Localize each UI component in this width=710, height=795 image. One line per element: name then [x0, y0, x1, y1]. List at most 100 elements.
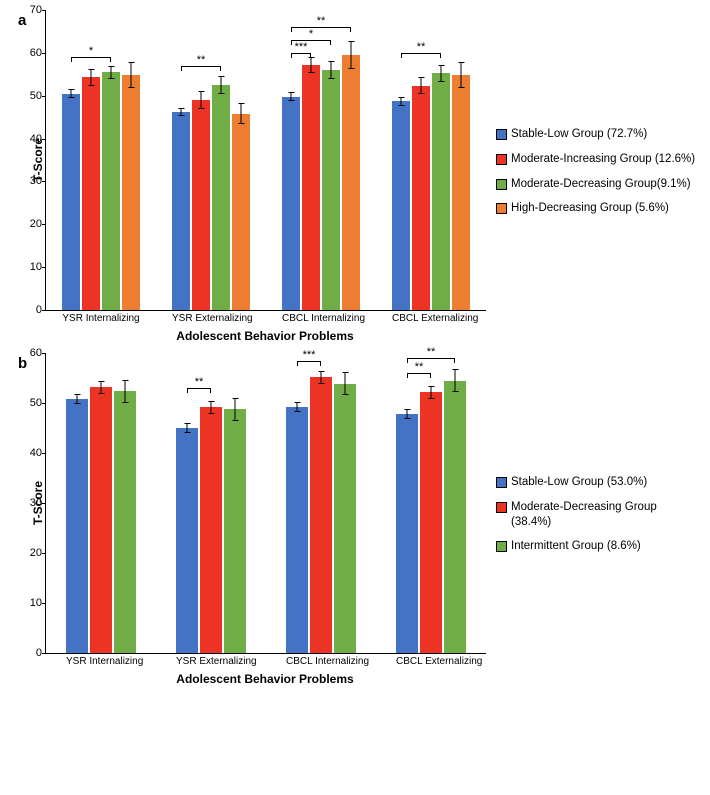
bar-wrap: [102, 10, 120, 310]
x-axis-label: Adolescent Behavior Problems: [45, 672, 485, 686]
bar: [192, 100, 210, 310]
ytick-mark: [42, 503, 46, 504]
error-bar: [77, 394, 78, 404]
error-bar: [221, 76, 222, 93]
legend-label: Stable-Low Group (53.0%): [511, 475, 647, 490]
category-label: CBCL Internalizing: [282, 310, 360, 324]
error-bar: [91, 69, 92, 86]
bar-group: CBCL Externalizing: [396, 353, 466, 653]
bar-wrap: [224, 353, 246, 653]
significance-label: *: [89, 45, 93, 57]
bar-wrap: [122, 10, 140, 310]
bar-wrap: [322, 10, 340, 310]
bar: [310, 377, 332, 653]
bar: [90, 387, 112, 653]
legend-swatch: [496, 129, 507, 140]
category-label: CBCL Externalizing: [392, 310, 470, 324]
error-bar: [125, 380, 126, 403]
ytick-mark: [42, 553, 46, 554]
bar: [62, 94, 80, 310]
legend-item: Stable-Low Group (72.7%): [496, 127, 696, 142]
significance-label: **: [417, 41, 426, 53]
legend-swatch: [496, 154, 507, 165]
legend-item: High-Decreasing Group (5.6%): [496, 201, 696, 216]
legend: Stable-Low Group (72.7%) Moderate-Increas…: [486, 127, 696, 227]
bar-group: YSR Externalizing: [176, 353, 246, 653]
significance-label: **: [427, 346, 436, 358]
error-bar: [235, 398, 236, 421]
error-bar: [441, 65, 442, 82]
bar: [444, 381, 466, 654]
bar: [66, 399, 88, 653]
error-bar: [241, 103, 242, 124]
significance-bracket: [181, 66, 221, 71]
error-bar: [291, 92, 292, 101]
panel-label: a: [18, 12, 26, 29]
chart-panel: bT-Score0102030405060YSR InternalizingYS…: [10, 353, 700, 686]
significance-bracket: [297, 361, 321, 366]
error-bar: [421, 77, 422, 94]
significance-label: ***: [303, 349, 316, 361]
bar: [172, 112, 190, 310]
bar: [176, 428, 198, 653]
bar-wrap: [452, 10, 470, 310]
legend-swatch: [496, 502, 507, 513]
bar-group: YSR Externalizing: [172, 10, 250, 310]
error-bar: [431, 386, 432, 399]
significance-bracket: [407, 373, 431, 378]
legend-label: Moderate-Decreasing Group (38.4%): [511, 500, 696, 530]
bar: [82, 77, 100, 310]
legend-label: Moderate-Increasing Group (12.6%): [511, 152, 695, 167]
bar-wrap: [342, 10, 360, 310]
bar: [392, 101, 410, 310]
bar-wrap: [396, 353, 418, 653]
legend-item: Moderate-Increasing Group (12.6%): [496, 152, 696, 167]
legend: Stable-Low Group (53.0%) Moderate-Decreas…: [486, 475, 696, 565]
error-bar: [201, 91, 202, 108]
bar-group: YSR Internalizing: [62, 10, 140, 310]
bar: [282, 97, 300, 310]
bar: [200, 407, 222, 653]
bar: [224, 409, 246, 653]
bar-wrap: [444, 353, 466, 653]
legend-item: Moderate-Decreasing Group (38.4%): [496, 500, 696, 530]
ytick-mark: [42, 453, 46, 454]
error-bar: [297, 402, 298, 412]
error-bar: [311, 57, 312, 72]
bar: [286, 407, 308, 653]
legend-swatch: [496, 477, 507, 488]
category-label: YSR Internalizing: [66, 653, 136, 667]
bar: [396, 414, 418, 653]
bar: [432, 73, 450, 310]
bar: [412, 86, 430, 310]
bar-wrap: [334, 353, 356, 653]
legend-item: Stable-Low Group (53.0%): [496, 475, 696, 490]
chart-area: bT-Score0102030405060YSR InternalizingYS…: [10, 353, 486, 686]
significance-label: **: [317, 15, 326, 27]
legend-swatch: [496, 203, 507, 214]
plot-area: T-Score010203040506070YSR InternalizingY…: [45, 10, 486, 311]
error-bar: [71, 89, 72, 98]
significance-bracket: [71, 57, 111, 62]
bar: [342, 55, 360, 310]
error-bar: [111, 66, 112, 79]
bar-wrap: [62, 10, 80, 310]
ytick-mark: [42, 139, 46, 140]
significance-label: **: [195, 376, 204, 388]
bar: [452, 75, 470, 310]
bar-group: CBCL Internalizing: [286, 353, 356, 653]
significance-bracket: [401, 53, 441, 58]
panel-label: b: [18, 355, 27, 372]
category-label: YSR Externalizing: [172, 310, 250, 324]
bar-wrap: [114, 353, 136, 653]
bar-wrap: [200, 353, 222, 653]
error-bar: [187, 423, 188, 433]
bar-wrap: [90, 353, 112, 653]
bar-wrap: [286, 353, 308, 653]
ytick-mark: [42, 53, 46, 54]
legend-item: Moderate-Decreasing Group(9.1%): [496, 177, 696, 192]
legend-label: High-Decreasing Group (5.6%): [511, 201, 669, 216]
significance-bracket: [187, 388, 211, 393]
legend-swatch: [496, 179, 507, 190]
bar-wrap: [420, 353, 442, 653]
